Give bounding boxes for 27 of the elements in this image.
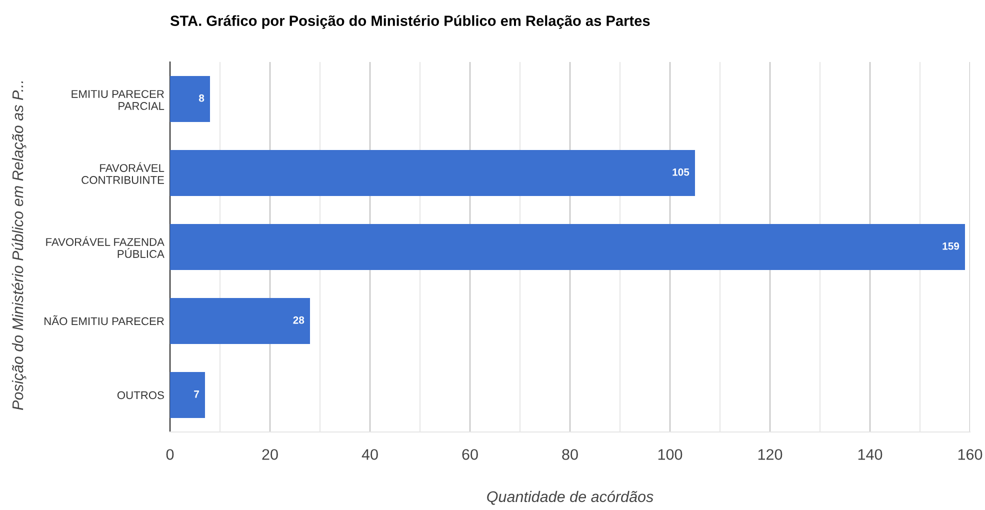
bar (170, 76, 210, 122)
y-tick-label: FAVORÁVEL FAZENDA PÚBLICA (46, 236, 164, 258)
bar (170, 224, 965, 270)
bar (170, 372, 205, 418)
x-tick-label: 80 (562, 449, 578, 460)
data-label: 159 (942, 242, 960, 250)
data-label: 28 (293, 316, 304, 324)
x-tick-label: 160 (958, 449, 982, 460)
y-axis-title: Posição do Ministério Público em Relação as P... (12, 81, 26, 410)
x-tick-label: 60 (462, 449, 478, 460)
y-tick-label: OUTROS (117, 391, 164, 400)
data-label: 105 (672, 168, 690, 176)
bar (170, 150, 695, 196)
data-label: 8 (198, 94, 204, 102)
chart-title: STA. Gráfico por Posição do Ministério Público em Relação as Partes (170, 15, 650, 29)
x-axis-title: Quantidade de acórdãos (487, 490, 654, 505)
x-tick-label: 120 (758, 449, 782, 460)
y-tick-label: NÃO EMITIU PARECER (44, 315, 164, 326)
x-tick-label: 20 (262, 449, 278, 460)
x-tick-label: 0 (166, 449, 174, 460)
x-tick-label: 140 (858, 449, 882, 460)
y-tick-label: EMITIU PARECER PARCIAL (72, 90, 164, 110)
bar (170, 298, 310, 344)
x-tick-label: 100 (658, 449, 682, 460)
x-tick-label: 40 (362, 449, 378, 460)
data-label: 7 (194, 390, 199, 398)
y-tick-label: FAVORÁVEL CONTRIBUINTE (82, 162, 164, 184)
